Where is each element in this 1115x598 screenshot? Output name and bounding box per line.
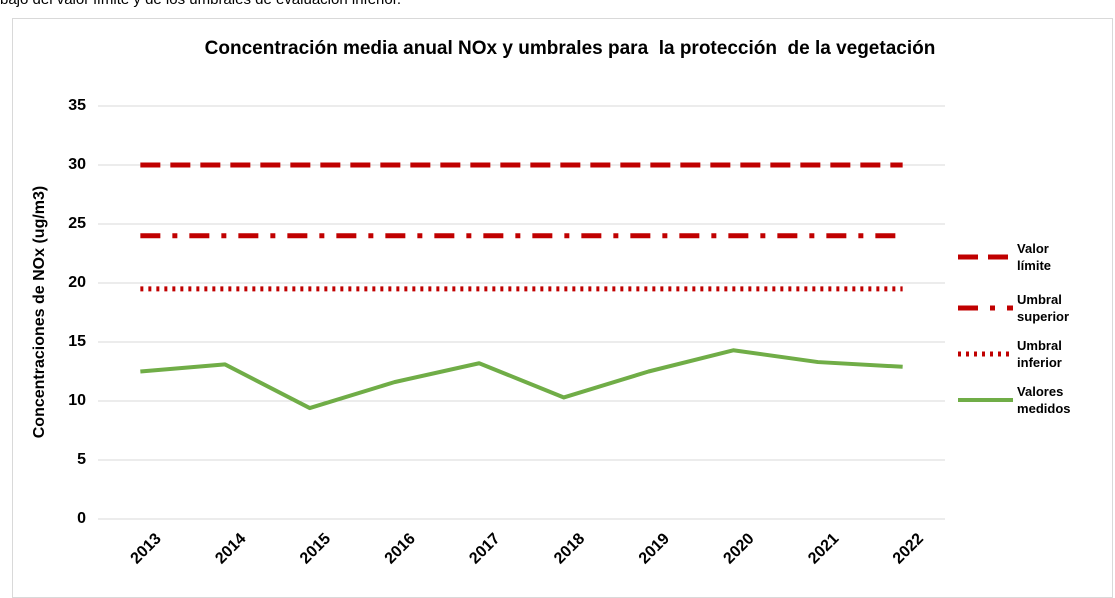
x-tick-label: 2020: [720, 530, 757, 567]
y-axis-label: Concentraciones de NOx (ug/m3): [31, 186, 48, 439]
legend-item: Umbral inferior: [958, 337, 1078, 371]
y-tick-label: 5: [77, 451, 86, 468]
series-line: [140, 348, 903, 411]
y-tick-label: 0: [77, 510, 86, 527]
legend-label: Valores medidos: [1017, 384, 1071, 416]
x-tick-label: 2017: [466, 530, 503, 567]
x-tick-label: 2022: [890, 530, 927, 567]
legend-item: Umbral superior: [958, 291, 1078, 325]
x-tick-label: 2014: [212, 530, 249, 567]
y-tick-label: 35: [68, 97, 86, 114]
legend-swatch: [958, 351, 1014, 357]
x-tick-label: 2019: [636, 530, 673, 567]
y-tick-label: 30: [68, 156, 86, 173]
chart-title: Concentración media anual NOx y umbrales…: [204, 38, 936, 59]
x-tick-label: 2015: [297, 530, 334, 567]
chart: Concentraciones de NOx (ug/m3) 051015202…: [31, 97, 945, 567]
x-tick-label: 2013: [128, 530, 165, 567]
y-tick-label: 20: [68, 274, 86, 291]
legend-swatch: [958, 305, 1014, 311]
x-tick-label: 2016: [382, 530, 419, 567]
legend-item: Valores medidos: [958, 383, 1078, 417]
legend-item: Valor límite: [958, 240, 1078, 274]
legend-label: Umbral inferior: [1017, 338, 1062, 370]
legend-label: Umbral superior: [1017, 292, 1070, 324]
y-tick-label: 15: [68, 333, 86, 350]
legend-label: Valor límite: [1017, 241, 1052, 273]
x-tick-label: 2021: [805, 530, 842, 567]
x-tick-label: 2018: [551, 530, 588, 567]
y-tick-label: 10: [68, 392, 86, 409]
legend-swatch: [958, 398, 1014, 402]
header-text: bajo del valor límite y de los umbrales …: [0, 0, 401, 8]
y-tick-label: 25: [68, 215, 86, 232]
legend-swatch: [958, 254, 1014, 260]
